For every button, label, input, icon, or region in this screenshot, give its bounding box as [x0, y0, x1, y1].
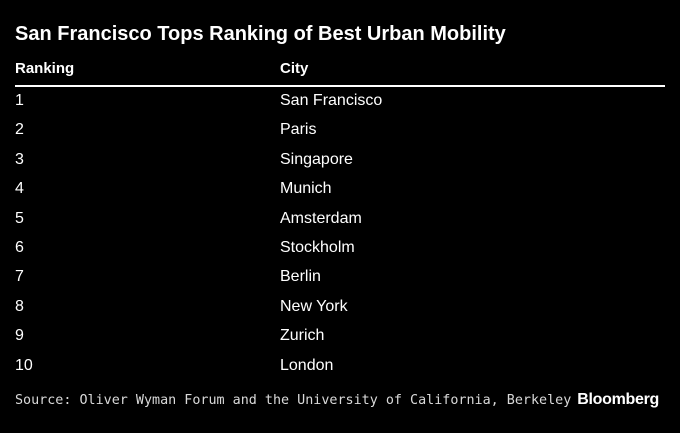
rank-cell: 3 [15, 150, 24, 168]
table-row: 2 Paris [15, 116, 665, 145]
header-city: City [280, 60, 309, 77]
table-row: 8 New York [15, 293, 665, 322]
city-cell: Zurich [280, 327, 325, 345]
table-row: 9 Zurich [15, 322, 665, 351]
rank-cell: 10 [15, 356, 33, 374]
source-note: Source: Oliver Wyman Forum and the Unive… [15, 393, 572, 408]
rank-cell: 4 [15, 180, 24, 198]
rank-cell: 2 [15, 121, 24, 139]
table-row: 4 Munich [15, 175, 665, 204]
bloomberg-logo: Bloomberg [577, 391, 659, 408]
chart-title: San Francisco Tops Ranking of Best Urban… [15, 23, 506, 45]
rank-cell: 6 [15, 238, 24, 256]
city-cell: San Francisco [280, 92, 383, 109]
table-row: 3 Singapore [15, 146, 665, 175]
rank-cell: 8 [15, 297, 24, 315]
ranking-table: Ranking City 1 San Francisco 2 Paris 3 Singap… [15, 59, 665, 381]
table-body: 1 San Francisco 2 Paris 3 Singapore 4 Munich 5 Am… [15, 87, 665, 381]
rank-cell: 9 [15, 327, 24, 345]
rank-cell: 7 [15, 268, 24, 286]
header-ranking: Ranking [15, 60, 75, 77]
city-cell: Singapore [280, 150, 353, 168]
table-row: 6 Stockholm [15, 234, 665, 263]
table-header: Ranking City [15, 59, 665, 87]
table-row: 7 Berlin [15, 263, 665, 292]
rank-cell: 1 [15, 92, 24, 109]
table-row: 10 London [15, 352, 665, 381]
city-cell: London [280, 356, 334, 374]
city-cell: Stockholm [280, 238, 355, 256]
table-row: 5 Amsterdam [15, 205, 665, 234]
city-cell: Amsterdam [280, 209, 362, 227]
rank-cell: 5 [15, 209, 24, 227]
city-cell: Paris [280, 121, 317, 139]
table-row: 1 San Francisco [15, 87, 665, 116]
city-cell: New York [280, 297, 348, 315]
city-cell: Munich [280, 180, 332, 198]
city-cell: Berlin [280, 268, 321, 286]
